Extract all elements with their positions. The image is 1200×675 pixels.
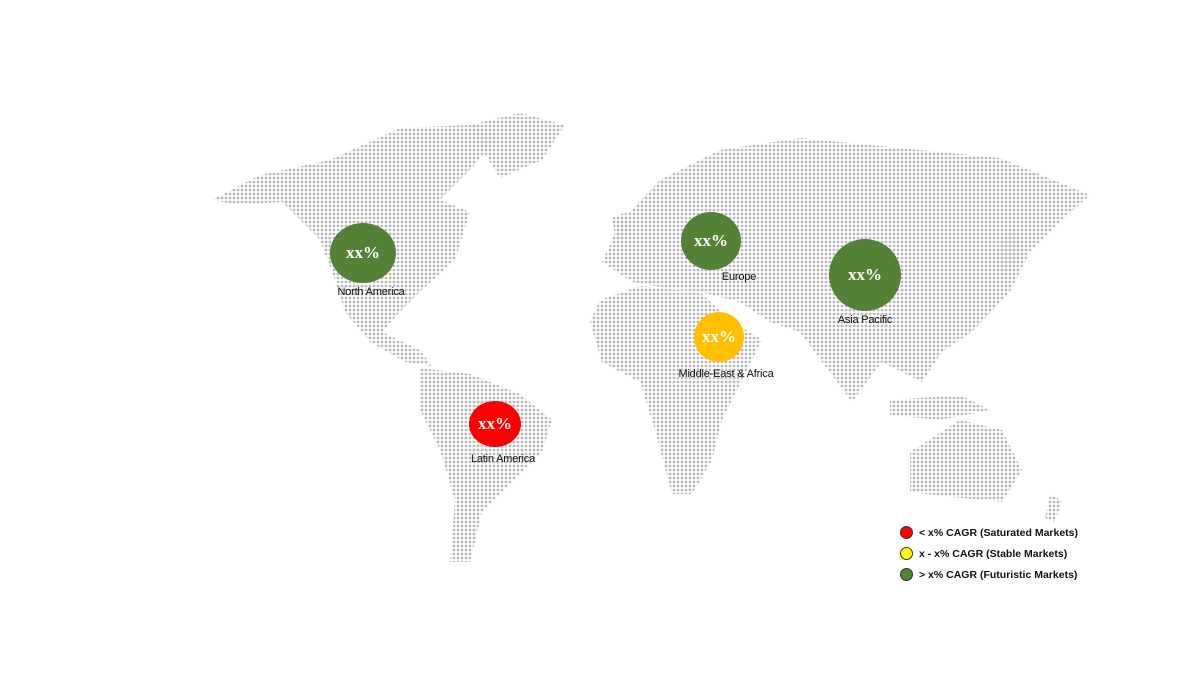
land-uk	[612, 212, 632, 242]
land-greenland	[470, 113, 565, 178]
land-africa	[590, 286, 762, 494]
region-bubble-north-america: xx%	[330, 223, 396, 283]
legend-label: x - x% CAGR (Stable Markets)	[919, 547, 1068, 560]
region-bubble-europe: xx%	[681, 212, 741, 270]
region-label: Middle-East & Africa	[678, 368, 774, 380]
land-indonesia	[890, 395, 990, 420]
region-bubble-asia-pacific: xx%	[829, 239, 901, 311]
legend-item-saturated: < x% CAGR (Saturated Markets)	[900, 522, 1078, 543]
region-label: Latin America	[470, 453, 536, 465]
region-label: North America	[337, 286, 405, 298]
land-australia	[910, 420, 1022, 502]
region-bubble-latin-america: xx%	[469, 401, 521, 447]
land-south-america	[420, 368, 552, 562]
legend-label: < x% CAGR (Saturated Markets)	[919, 526, 1079, 539]
legend-swatch	[900, 547, 913, 560]
legend-swatch	[900, 526, 913, 539]
region-label: Europe	[721, 271, 757, 283]
legend-item-futuristic: > x% CAGR (Futuristic Markets)	[900, 564, 1078, 585]
region-bubble-middle-east-africa: xx%	[694, 312, 744, 362]
land-japan	[995, 225, 1025, 280]
land-new-zealand	[1045, 495, 1062, 522]
legend-item-stable: x - x% CAGR (Stable Markets)	[900, 543, 1078, 564]
legend-swatch	[900, 568, 913, 581]
legend: < x% CAGR (Saturated Markets) x - x% CAG…	[900, 522, 1078, 585]
legend-label: > x% CAGR (Futuristic Markets)	[919, 568, 1078, 581]
region-label: Asia Pacific	[837, 314, 893, 326]
